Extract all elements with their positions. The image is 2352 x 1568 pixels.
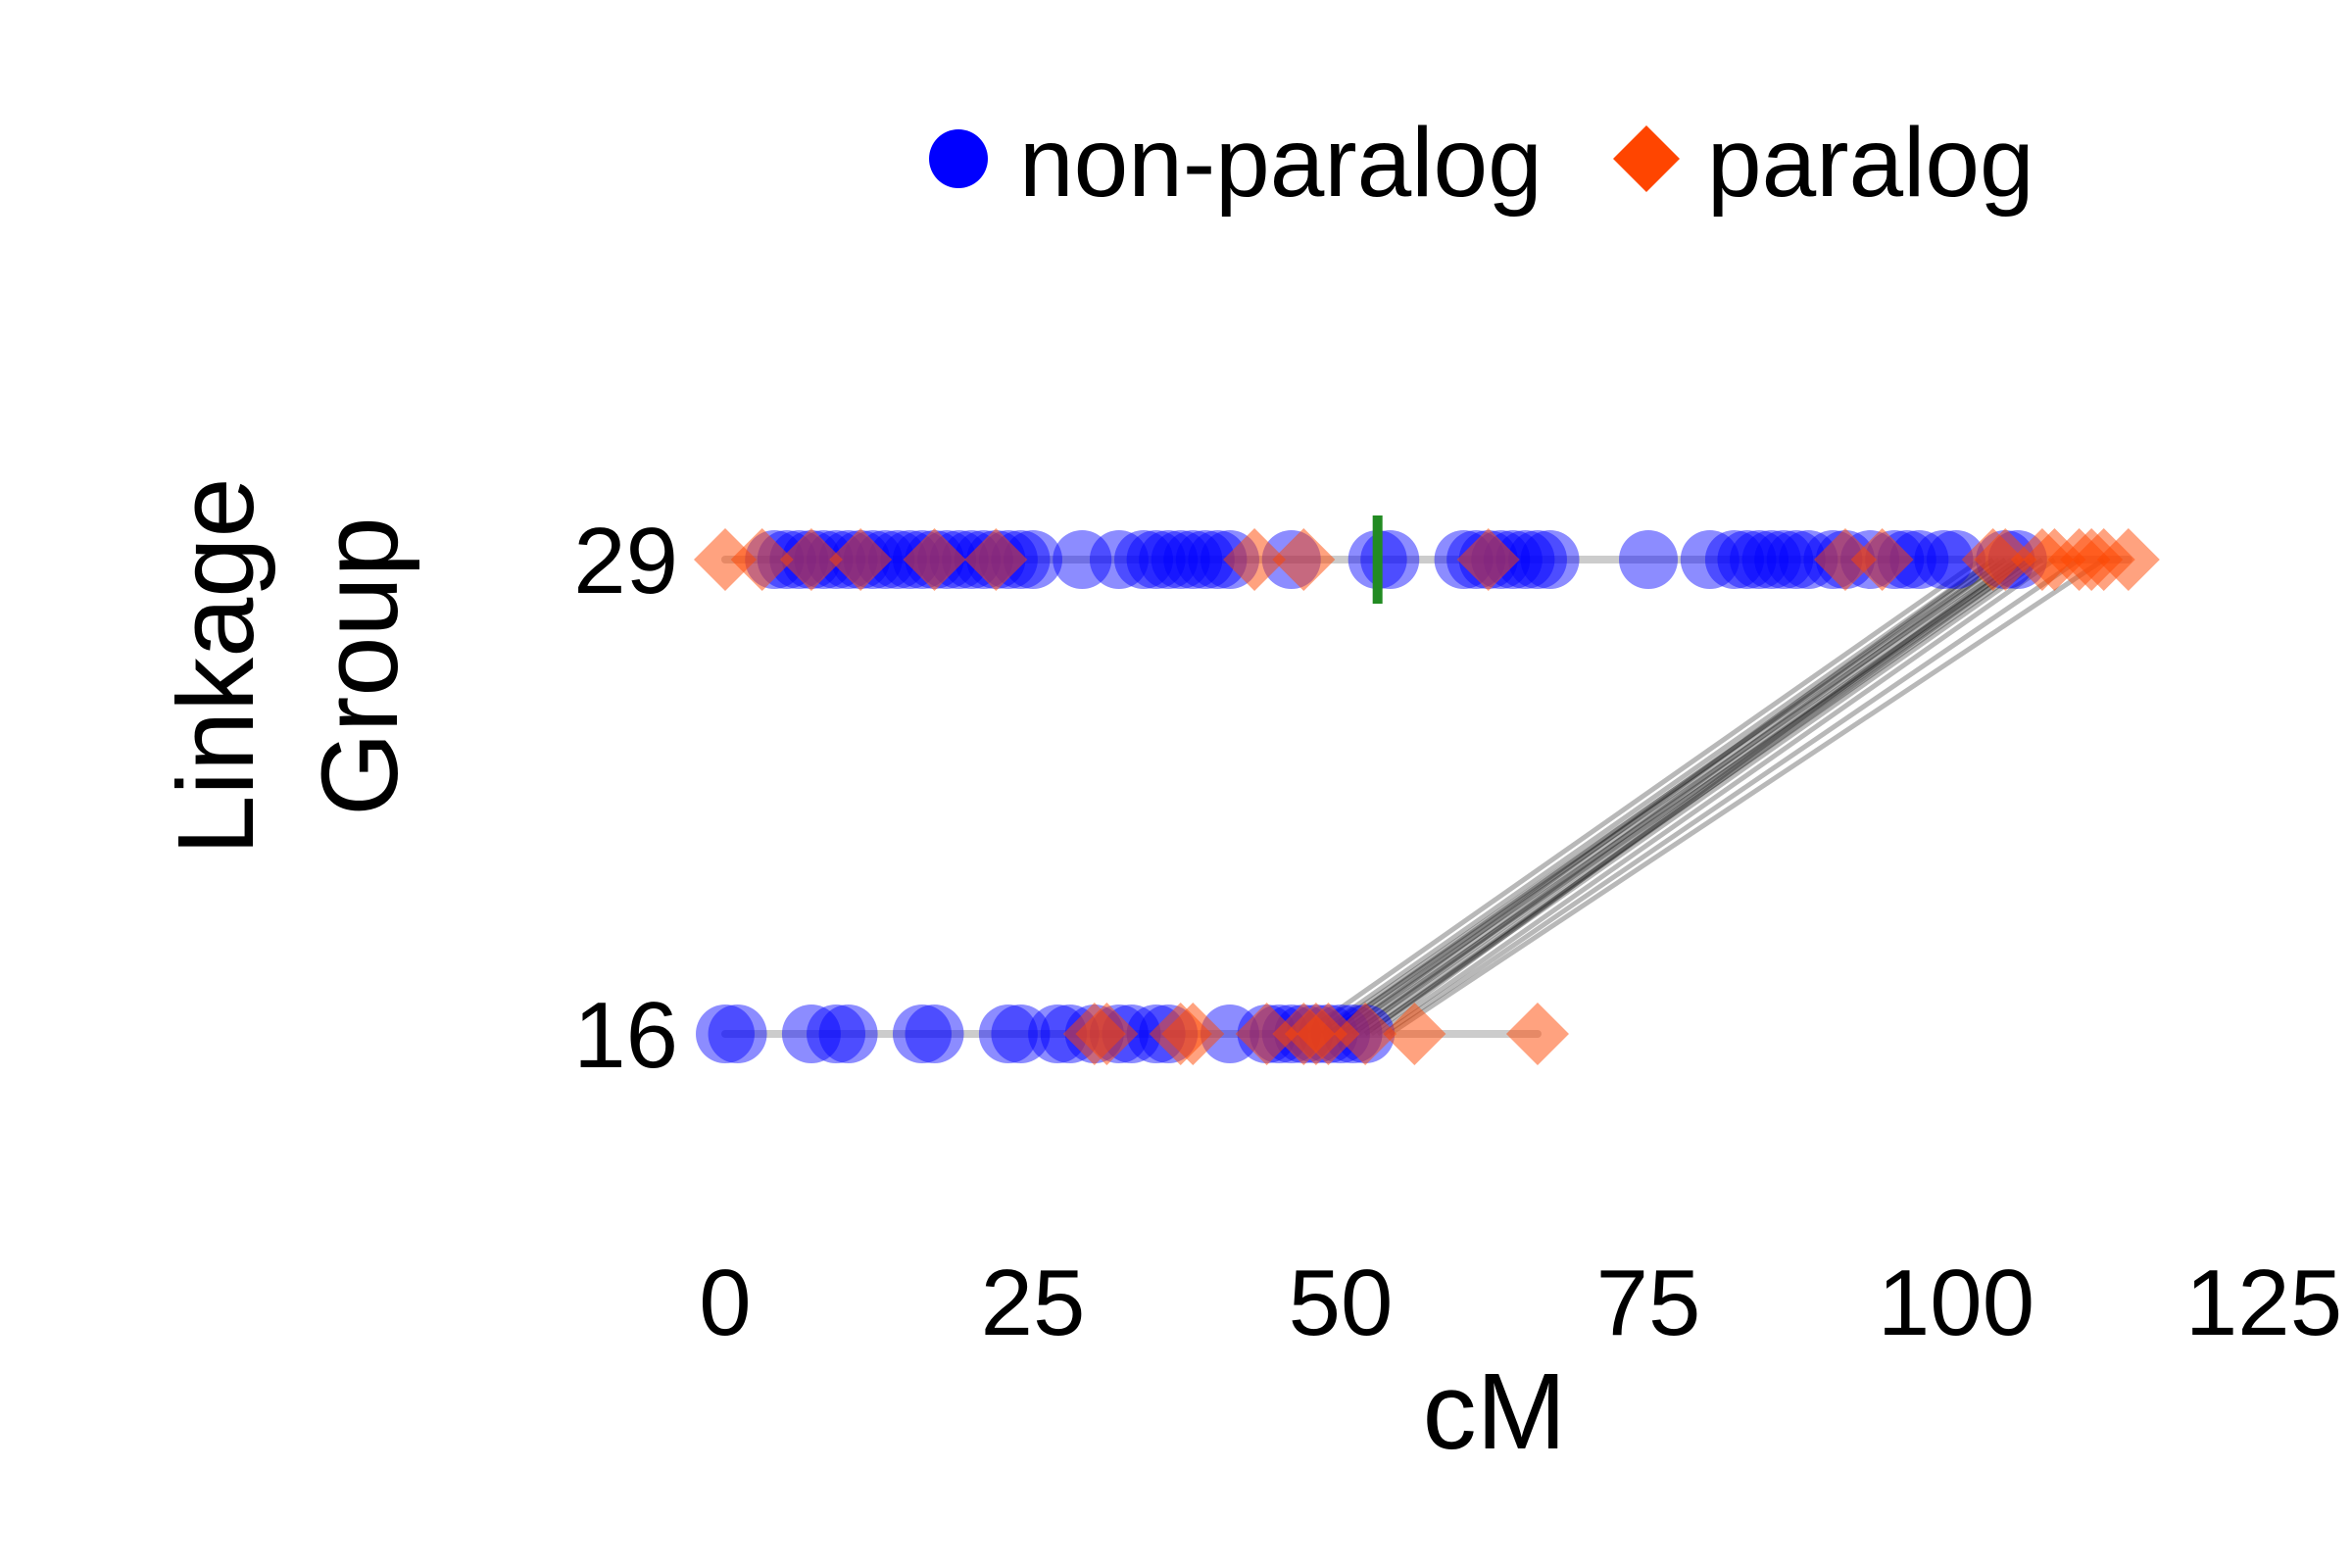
link-line [1363, 557, 2044, 1037]
link-line [1351, 557, 2007, 1037]
point-non-paralog [1779, 530, 1838, 589]
point-non-paralog [905, 1004, 964, 1063]
point-non-paralog [1741, 530, 1801, 589]
point-paralog [903, 528, 966, 591]
point-paralog [730, 528, 794, 591]
link-line [1345, 557, 2032, 1037]
link-line [1388, 557, 2106, 1037]
link-line [1333, 557, 2020, 1037]
x-tick-label: 100 [1878, 1250, 2034, 1355]
point-paralog [1235, 1003, 1298, 1065]
legend-diamond-icon [1613, 125, 1680, 192]
point-non-paralog [1619, 530, 1678, 589]
point-non-paralog [1360, 530, 1420, 589]
point-paralog [2096, 528, 2160, 591]
point-non-paralog [696, 1004, 755, 1063]
point-paralog [1334, 1003, 1397, 1065]
link-line [1327, 557, 2013, 1037]
point-non-paralog [1126, 530, 1186, 589]
point-non-paralog [708, 1004, 767, 1063]
link-line [1314, 557, 1995, 1037]
x-tick-label: 50 [1289, 1250, 1394, 1355]
y-tick-label: 29 [573, 509, 678, 613]
point-non-paralog [1914, 530, 1974, 589]
x-tick-label: 0 [699, 1250, 751, 1355]
point-paralog [1974, 528, 2037, 591]
point-non-paralog [1507, 530, 1567, 589]
link-line [1326, 557, 2001, 1037]
point-non-paralog [1717, 530, 1777, 589]
link-line [1369, 557, 2020, 1037]
point-non-paralog [1200, 1004, 1259, 1063]
point-non-paralog [1730, 530, 1789, 589]
point-non-paralog [1004, 530, 1062, 589]
point-non-paralog [1175, 530, 1235, 589]
legend-label-non-paralog: non-paralog [1019, 108, 1543, 218]
point-non-paralog [1927, 530, 1985, 589]
point-non-paralog [1889, 530, 1949, 589]
point-paralog [1456, 528, 1520, 591]
y-axis-title-line: Linkage [156, 477, 276, 855]
point-paralog [1383, 1003, 1446, 1065]
link-line [1301, 557, 1983, 1037]
point-paralog [779, 528, 843, 591]
link-line [1382, 557, 2082, 1037]
point-non-paralog [1139, 530, 1199, 589]
link-line [1351, 557, 2026, 1037]
point-non-paralog [1520, 530, 1580, 589]
x-tick-label: 125 [2185, 1250, 2342, 1355]
link-line [1320, 557, 2007, 1037]
point-non-paralog [978, 1004, 1038, 1063]
point-paralog [1161, 1003, 1225, 1065]
point-non-paralog [867, 530, 927, 589]
link-line [1339, 557, 1995, 1037]
link-line [1357, 557, 2038, 1037]
y-axis-title-line: Group [300, 516, 420, 816]
link-lines [1301, 557, 2106, 1037]
point-non-paralog [1151, 530, 1210, 589]
point-paralog [964, 528, 1028, 591]
point-paralog [1813, 528, 1877, 591]
point-paralog [1297, 1003, 1360, 1065]
point-non-paralog [1053, 530, 1112, 589]
point-non-paralog [1680, 530, 1740, 589]
point-paralog [1272, 528, 1336, 591]
point-non-paralog [1754, 530, 1814, 589]
point-non-paralog [1028, 1004, 1088, 1063]
point-non-paralog [807, 1004, 866, 1063]
point-paralog [1850, 528, 1914, 591]
link-line [1376, 557, 2056, 1037]
link-line [1363, 557, 2032, 1037]
point-paralog [1505, 1003, 1569, 1065]
point-non-paralog [1114, 530, 1174, 589]
point-non-paralog [818, 1004, 878, 1063]
legend-label-paralog: paralog [1707, 108, 2034, 218]
point-non-paralog [991, 1004, 1051, 1063]
y-tick-label: 16 [573, 983, 678, 1088]
point-non-paralog [1704, 530, 1764, 589]
point-paralog [829, 528, 893, 591]
point-non-paralog [781, 1004, 841, 1063]
point-non-paralog [892, 1004, 952, 1063]
point-non-paralog [1163, 530, 1223, 589]
y-axis-title: Linkage Group [156, 477, 420, 855]
x-tick-label: 75 [1596, 1250, 1701, 1355]
legend: non-paralog paralog [929, 108, 2034, 218]
point-paralog [1075, 1003, 1139, 1065]
point-paralog [1223, 528, 1287, 591]
point-non-paralog [1089, 530, 1149, 589]
link-line [1339, 557, 2026, 1037]
point-paralog [694, 528, 757, 591]
x-axis-title: cM [1423, 1351, 1567, 1472]
x-tick-label: 25 [981, 1250, 1086, 1355]
point-non-paralog [1188, 530, 1248, 589]
point-non-paralog [1495, 530, 1555, 589]
data-points [694, 528, 2160, 1065]
legend-circle-icon [929, 129, 988, 188]
point-non-paralog [1766, 530, 1826, 589]
x-tick-labels: 0 25 50 75 100 125 [699, 1250, 2342, 1355]
